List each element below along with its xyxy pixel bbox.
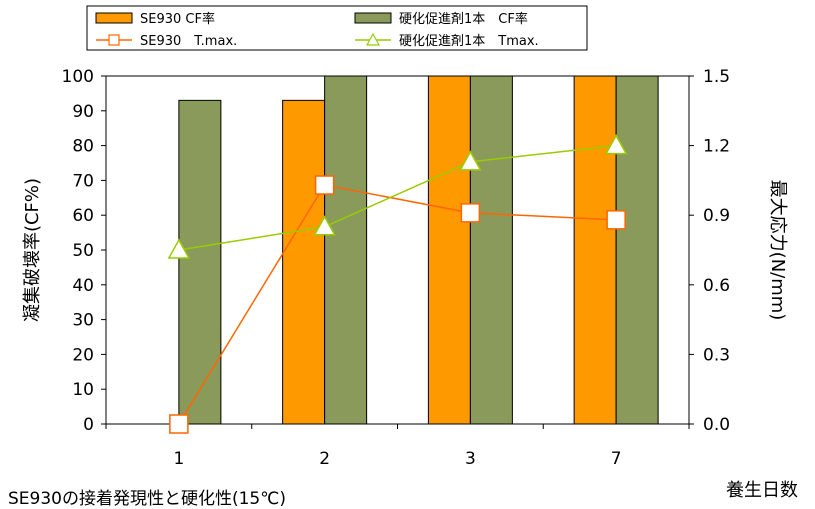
right-tick-label: 0.6 <box>703 276 730 296</box>
bar-1-2 <box>282 99 326 425</box>
legend-square-marker <box>108 34 120 46</box>
left-tick-label: 40 <box>72 276 94 296</box>
left-tick-label: 100 <box>62 67 94 87</box>
x-axis-label: 養生日数 <box>726 480 798 501</box>
right-tick-label: 0.9 <box>703 206 730 226</box>
legend-box <box>86 5 588 51</box>
bar-2-2 <box>324 75 368 425</box>
square-point-3 <box>460 203 481 223</box>
legend-swatch-1 <box>95 12 133 24</box>
triangle-point-2 <box>313 215 336 236</box>
line-series-1 <box>178 184 617 425</box>
left-tick-label: 90 <box>72 102 94 122</box>
series-lines <box>167 134 628 434</box>
right-tick-label: 1.5 <box>703 67 730 87</box>
right-tick-label: 1.2 <box>703 137 730 157</box>
triangle-point-1 <box>167 238 191 259</box>
bar-2-3 <box>469 75 513 425</box>
right-tick-label: 0.0 <box>703 415 730 435</box>
y-axis-label: 凝集破壊率(CF%) <box>22 178 43 322</box>
left-tick-label: 30 <box>72 311 94 331</box>
figure-caption: SE930の接着発現性と硬化性(15℃) <box>8 489 286 509</box>
bar-1-3 <box>427 75 471 425</box>
bar-2-1 <box>178 99 222 425</box>
left-tick-label: 10 <box>72 380 94 400</box>
left-tick-label: 80 <box>72 137 94 157</box>
x-tick-label-2: 2 <box>319 449 330 469</box>
legend-label-2: 硬化促進剤1本 CF率 <box>399 11 528 27</box>
left-tick-label: 0 <box>83 415 94 435</box>
triangle-point-3 <box>459 150 482 171</box>
legend-label-4: 硬化促進剤1本 Tmax. <box>399 33 539 49</box>
x-tick-label-3: 3 <box>465 449 476 469</box>
bars <box>178 75 659 425</box>
x-tick-label-7: 7 <box>611 449 622 469</box>
bar-2-7 <box>615 75 659 425</box>
triangle-point-7 <box>604 134 628 155</box>
line-series-2 <box>178 144 617 251</box>
legend-triangle-marker <box>365 32 381 46</box>
square-point-2 <box>314 175 335 195</box>
left-tick-label: 20 <box>72 345 94 365</box>
left-tick-label: 70 <box>72 171 94 191</box>
axes: 0 10 20 30 40 50 60 70 80 90 100 0.0 0.3 0.6 0.9 1.2 1.5… <box>22 67 798 501</box>
left-tick-label: 60 <box>72 206 94 226</box>
legend-swatch-2 <box>354 12 392 24</box>
left-tick-label: 50 <box>72 241 94 261</box>
square-point-7 <box>606 210 626 230</box>
legend-label-3: SE930 T.max. <box>140 34 237 49</box>
legend: SE930 CF率 硬化促進剤1本 CF率 SE930 T.max. 硬化促進剤1本 … <box>86 5 588 51</box>
x-tick-label-1: 1 <box>173 449 184 469</box>
square-point-1 <box>169 414 189 434</box>
y2-axis-label: 最大応力(N/mm) <box>767 180 788 321</box>
legend-label-1: SE930 CF率 <box>140 11 215 27</box>
bar-1-7 <box>573 75 617 425</box>
right-tick-label: 0.3 <box>703 345 730 365</box>
